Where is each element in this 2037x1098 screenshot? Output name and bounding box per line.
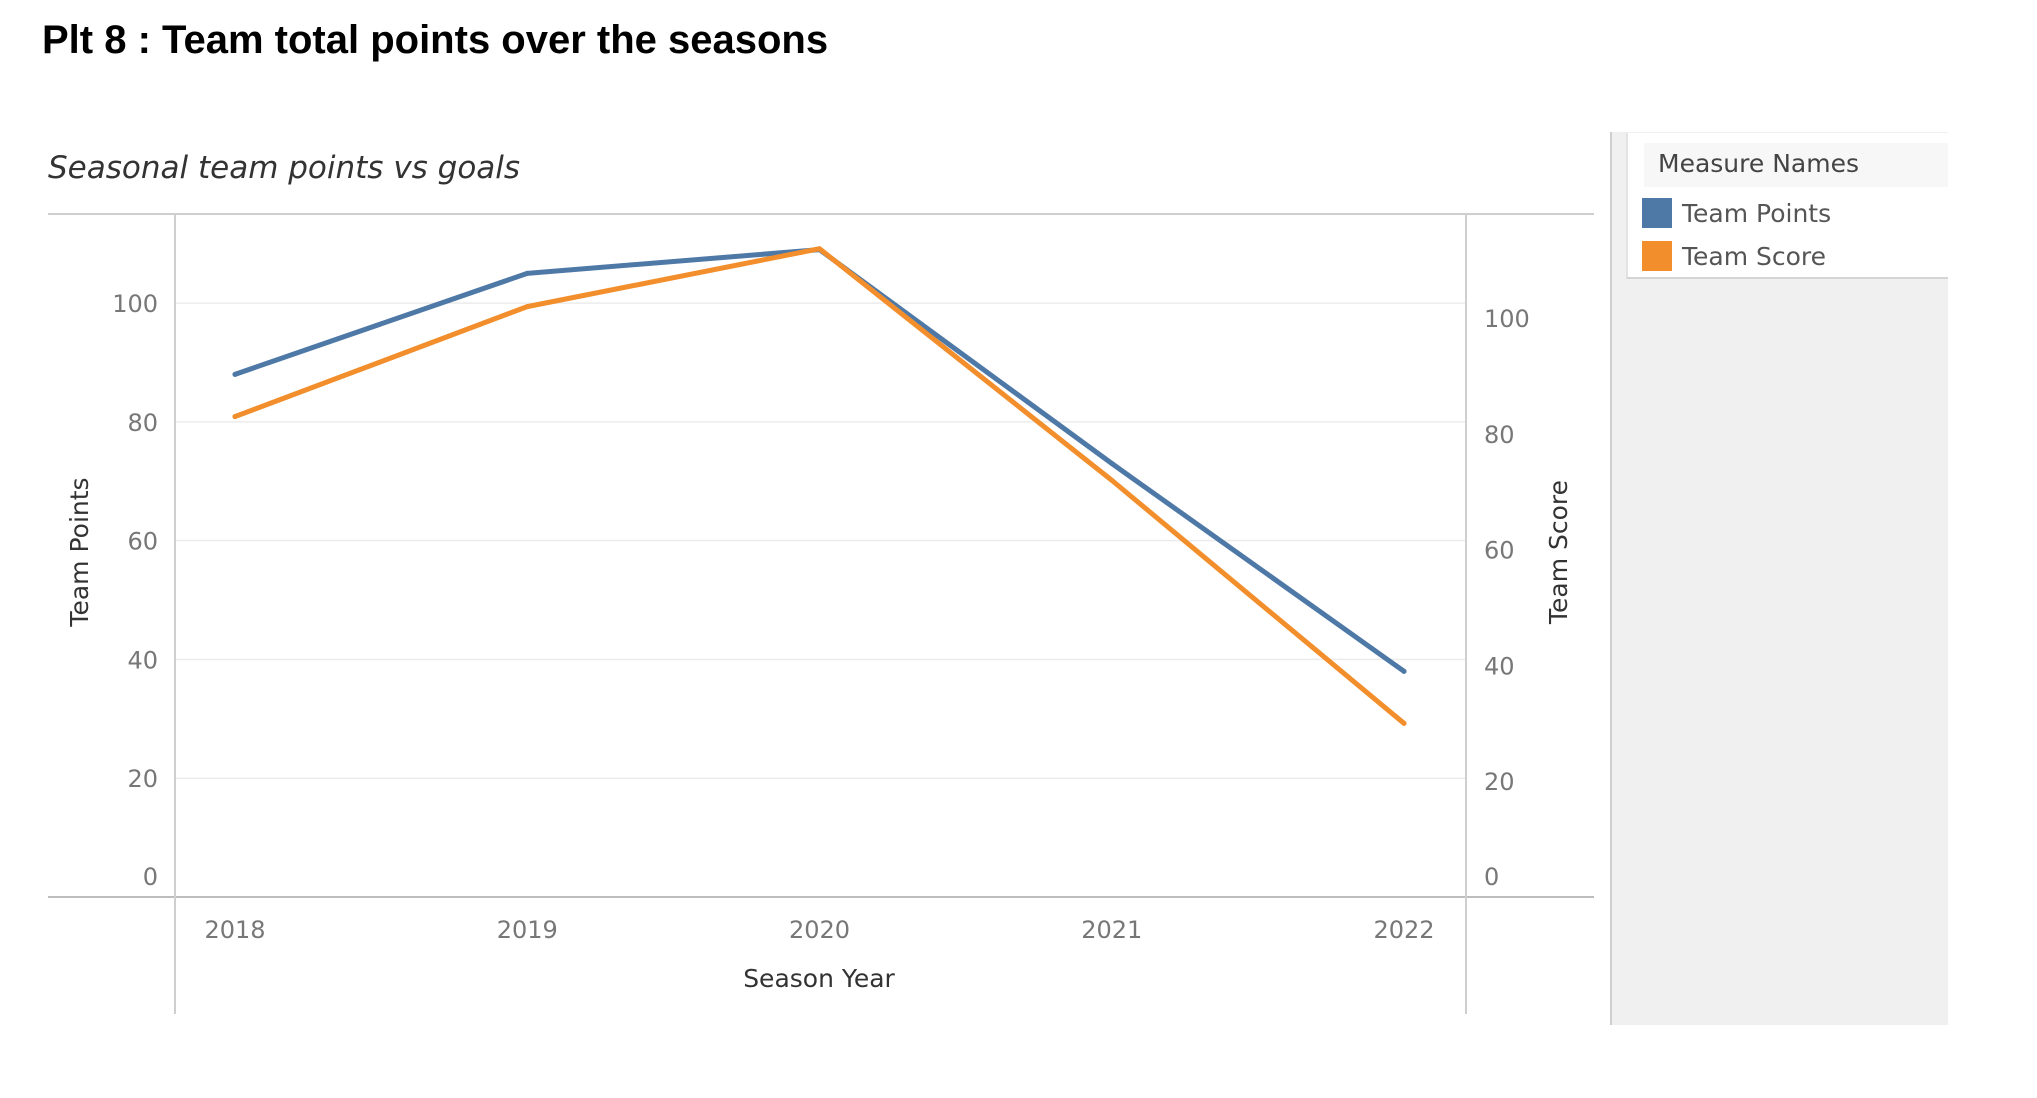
y-tick-label-right: 0 <box>1484 863 1499 891</box>
y-tick-label: 80 <box>127 409 158 437</box>
data-point <box>817 246 822 252</box>
x-tick-label: 2019 <box>497 916 558 944</box>
series-team-points <box>232 247 1407 674</box>
left-axis: 0 20 40 60 80 100 <box>112 290 158 891</box>
y-tick-label: 60 <box>127 528 158 556</box>
x-tick-label: 2022 <box>1373 916 1434 944</box>
data-point <box>524 304 530 310</box>
y-tick-label-right: 100 <box>1484 305 1530 333</box>
x-axis-label: Season Year <box>743 964 895 993</box>
y-axis-label: Team Points <box>65 477 94 627</box>
x-tick-label: 2021 <box>1081 916 1142 944</box>
legend-label: Team Score <box>1682 241 1827 271</box>
data-point <box>232 414 238 420</box>
data-point <box>232 371 238 377</box>
gridlines <box>175 302 1466 779</box>
series-line <box>232 247 1407 674</box>
data-point <box>1401 720 1407 726</box>
x-axis: 2018 2019 2020 2021 2022 <box>204 916 1434 944</box>
y-tick-label: 40 <box>127 646 158 674</box>
x-tick-label: 2020 <box>789 916 850 944</box>
series-line <box>232 246 1407 726</box>
legend-item-team-score[interactable]: Team Score <box>1642 239 1826 273</box>
legend-item-team-points[interactable]: Team Points <box>1642 196 1831 230</box>
y-tick-label-right: 20 <box>1484 768 1515 796</box>
chart-frame <box>48 213 1594 1014</box>
data-point <box>524 270 530 276</box>
y-axis-label-right: Team Score <box>1544 480 1573 625</box>
legend-label: Team Points <box>1682 198 1832 228</box>
data-point <box>1401 668 1407 674</box>
legend: Measure Names Team Points Team Score <box>1626 133 1948 279</box>
y-tick-label: 20 <box>127 765 158 793</box>
legend-panel <box>1610 132 1948 1025</box>
right-axis: 0 20 40 60 80 100 <box>1484 305 1530 891</box>
y-tick-label: 0 <box>143 863 158 891</box>
chart-title: Seasonal team points vs goals <box>48 150 521 186</box>
x-tick-label: 2018 <box>204 916 265 944</box>
legend-title: Measure Names <box>1644 143 1948 187</box>
y-tick-label-right: 60 <box>1484 537 1515 565</box>
legend-swatch <box>1642 198 1672 228</box>
series <box>232 246 1407 726</box>
series-team-score <box>232 246 1407 726</box>
y-tick-label-right: 40 <box>1484 652 1515 680</box>
y-tick-label-right: 80 <box>1484 421 1515 449</box>
y-tick-label: 100 <box>112 290 158 318</box>
legend-swatch <box>1642 241 1672 271</box>
data-point <box>1109 460 1115 466</box>
data-point <box>1109 477 1115 483</box>
page-title: Plt 8 : Team total points over the seaso… <box>42 18 829 62</box>
